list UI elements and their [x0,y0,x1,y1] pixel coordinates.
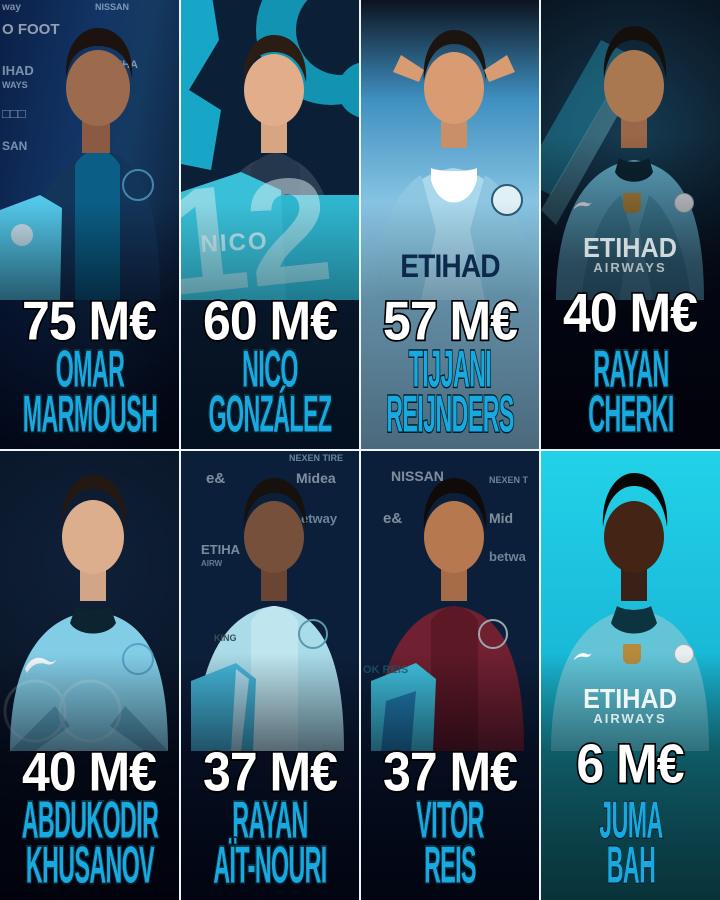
svg-text:KING: KING [214,633,237,643]
